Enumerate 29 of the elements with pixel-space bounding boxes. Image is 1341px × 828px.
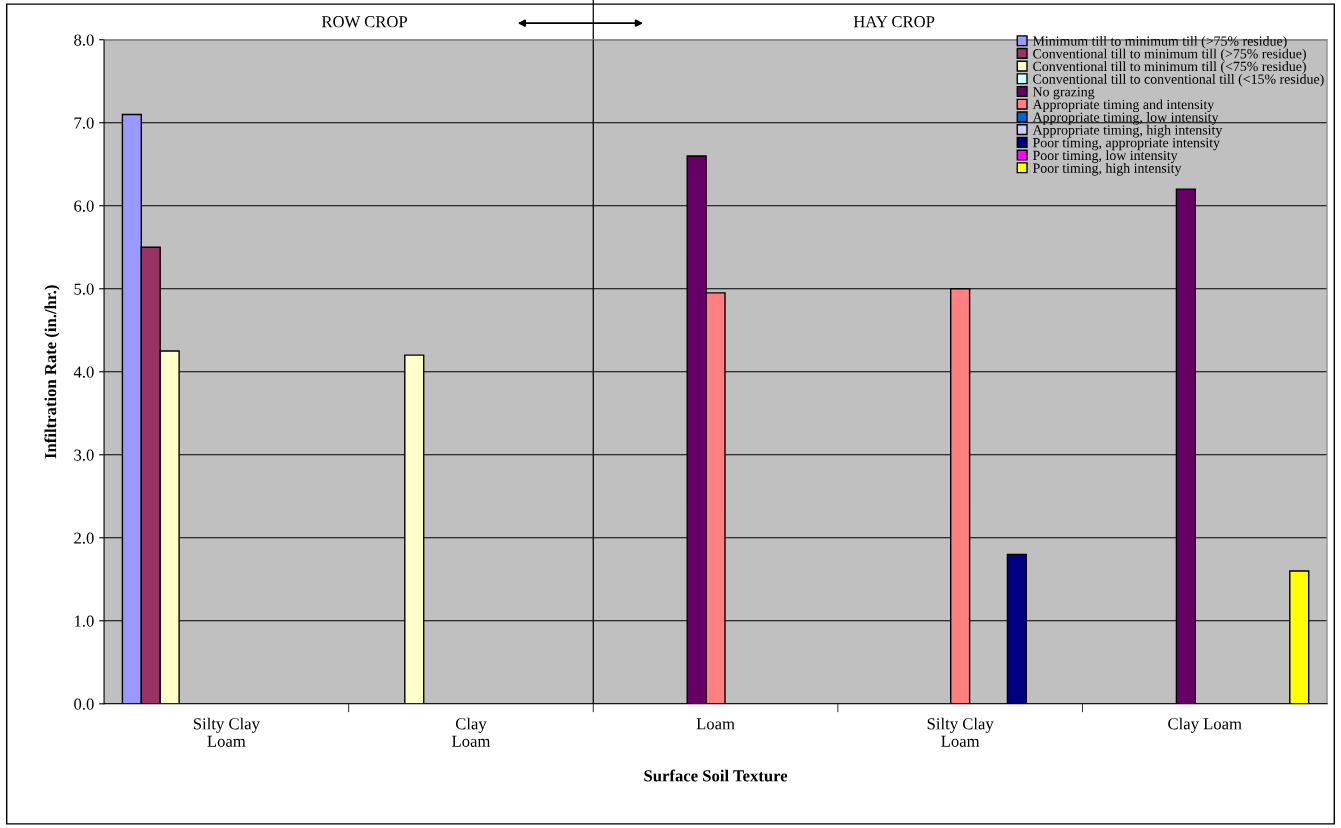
x-tick-label: Silty Clay Loam <box>193 717 260 747</box>
x-tick-label: Clay Loam <box>452 717 491 747</box>
x-tick-label: Loam <box>696 718 735 730</box>
y-tick-label: 8.0 <box>74 34 94 46</box>
legend-label: Poor timing, low intensity <box>1032 150 1178 163</box>
legend-label: Poor timing, high intensity <box>1032 163 1182 176</box>
text: ROW CROP <box>321 16 408 28</box>
legend-label: Appropriate timing, high intensity <box>1032 124 1223 138</box>
y-tick-label: 3.0 <box>74 449 94 461</box>
y-tick-label: 1.0 <box>74 615 94 627</box>
legend-label: Conventional till to conventional till (<15% residue) <box>1033 74 1324 87</box>
y-tick-label: 6.0 <box>74 200 94 212</box>
x-tick-label: Clay Loam <box>1168 717 1242 733</box>
x-axis-title: Surface Soil Texture <box>644 769 788 782</box>
legend-label: Appropriate timing, low intensity <box>1032 112 1219 125</box>
text: HAY CROP <box>853 16 935 28</box>
legend-label: Conventional till to minimum till (>75% residue) <box>1033 48 1306 62</box>
y-tick-label: 5.0 <box>74 283 94 295</box>
y-tick-label: 0.0 <box>74 698 94 710</box>
y-tick-label: 2.0 <box>74 532 94 544</box>
legend-label: Poor timing, appropriate intensity <box>1032 138 1220 151</box>
legend-label: Conventional till to minimum till (<75% residue) <box>1033 61 1306 74</box>
legend-label: Appropriate timing and intensity <box>1032 99 1215 113</box>
legend-label: No grazing <box>1032 87 1095 100</box>
y-axis-title: Infiltration Rate (in./hr.) <box>44 285 60 459</box>
x-tick-label: Silty Clay Loam <box>927 717 994 747</box>
legend-label: Minimum till to minimum till (>75% residue) <box>1032 35 1287 49</box>
y-tick-label: 4.0 <box>73 366 94 378</box>
y-tick-label: 7.0 <box>74 117 94 129</box>
